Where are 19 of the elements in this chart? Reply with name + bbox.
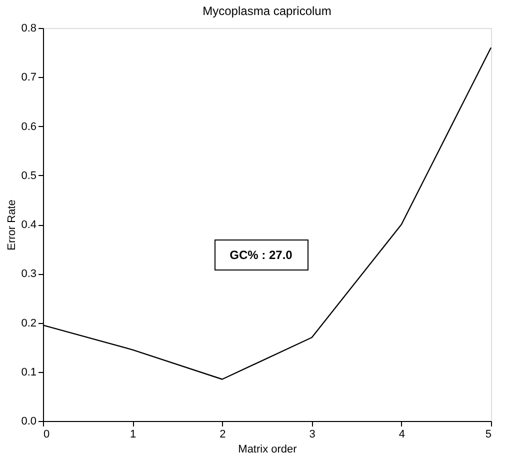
y-tick-label: 0.0 — [21, 416, 36, 428]
y-tick-label: 0.3 — [21, 268, 36, 280]
x-tick-label: 3 — [309, 428, 316, 440]
x-tick-label: 5 — [485, 428, 492, 440]
x-tick-label: 1 — [130, 428, 136, 440]
y-tick-label: 0.6 — [21, 120, 36, 133]
y-tick-label: 0.2 — [21, 317, 36, 330]
annotation: GC% : 27.0 — [230, 248, 293, 262]
y-tick-label: 0.7 — [21, 72, 36, 84]
x-tick-label: 4 — [398, 428, 405, 440]
x-axis-title: Matrix order — [238, 444, 298, 456]
x-tick-label: 2 — [220, 428, 226, 440]
y-tick-label: 0.4 — [21, 219, 36, 231]
y-axis-title: Error Rate — [6, 200, 18, 250]
y-tick-label: 0.5 — [21, 170, 36, 182]
chart-title: Mycoplasma capricolum — [202, 4, 332, 18]
y-tick-label: 0.8 — [21, 22, 36, 34]
x-tick-label: 0 — [44, 428, 50, 440]
y-tick-label: 0.1 — [21, 366, 36, 378]
